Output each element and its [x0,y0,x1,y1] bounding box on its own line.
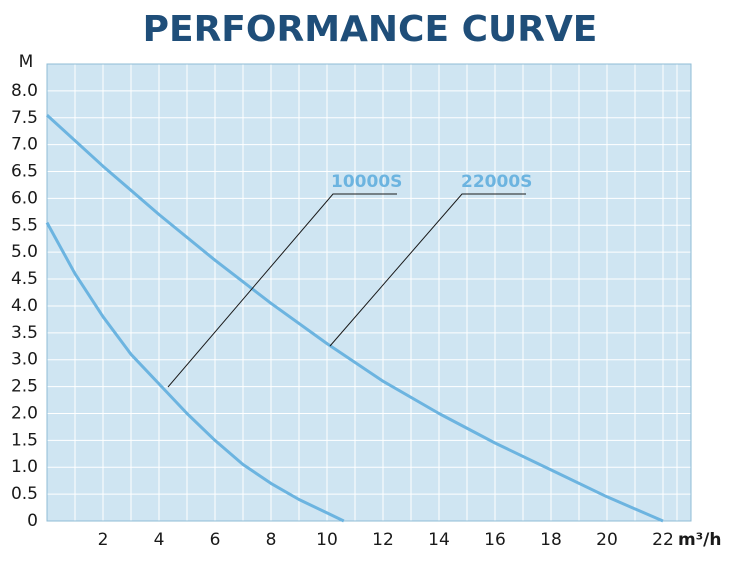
y-tick-label: 5.0 [11,242,38,262]
y-tick-label: 0.5 [11,484,38,504]
x-tick-label: 4 [154,530,165,550]
y-tick-label: 7.5 [11,108,38,128]
x-tick-label: 10 [316,530,338,550]
y-tick-label: 0 [27,511,38,531]
x-tick-label: 2 [98,530,109,550]
y-axis-label: M [19,52,34,72]
y-tick-label: 6.0 [11,188,38,208]
leader-line [329,193,526,347]
y-tick-label: 3.5 [11,323,38,343]
y-tick-label: 3.0 [11,350,38,370]
y-tick-label: 6.5 [11,162,38,182]
curve [45,221,345,523]
series-label: 10000S [331,172,402,192]
plot-area [47,64,691,521]
x-tick-label: 16 [484,530,506,550]
plot-border [46,63,692,522]
x-tick-label: 18 [540,530,562,550]
chart-title: PERFORMANCE CURVE [143,9,598,50]
y-tick-label: 4.5 [11,269,38,289]
y-tick-label: 8.0 [11,81,38,101]
x-tick-label: 14 [428,530,450,550]
x-tick-label: 12 [372,530,394,550]
y-tick-label: 1.5 [11,430,38,450]
y-tick-label: 7.0 [11,135,38,155]
x-tick-label: 6 [210,530,221,550]
y-tick-label: 1.0 [11,457,38,477]
y-tick-label: 2.0 [11,403,38,423]
x-tick-label: 22 [652,530,674,550]
x-axis-label: m³/h [678,530,721,550]
y-tick-label: 5.5 [11,215,38,235]
y-tick-label: 4.0 [11,296,38,316]
y-tick-label: 2.5 [11,377,38,397]
leader-line [167,193,397,388]
curve [45,113,664,523]
x-tick-label: 20 [596,530,618,550]
x-tick-label: 8 [266,530,277,550]
series-label: 22000S [461,172,532,192]
